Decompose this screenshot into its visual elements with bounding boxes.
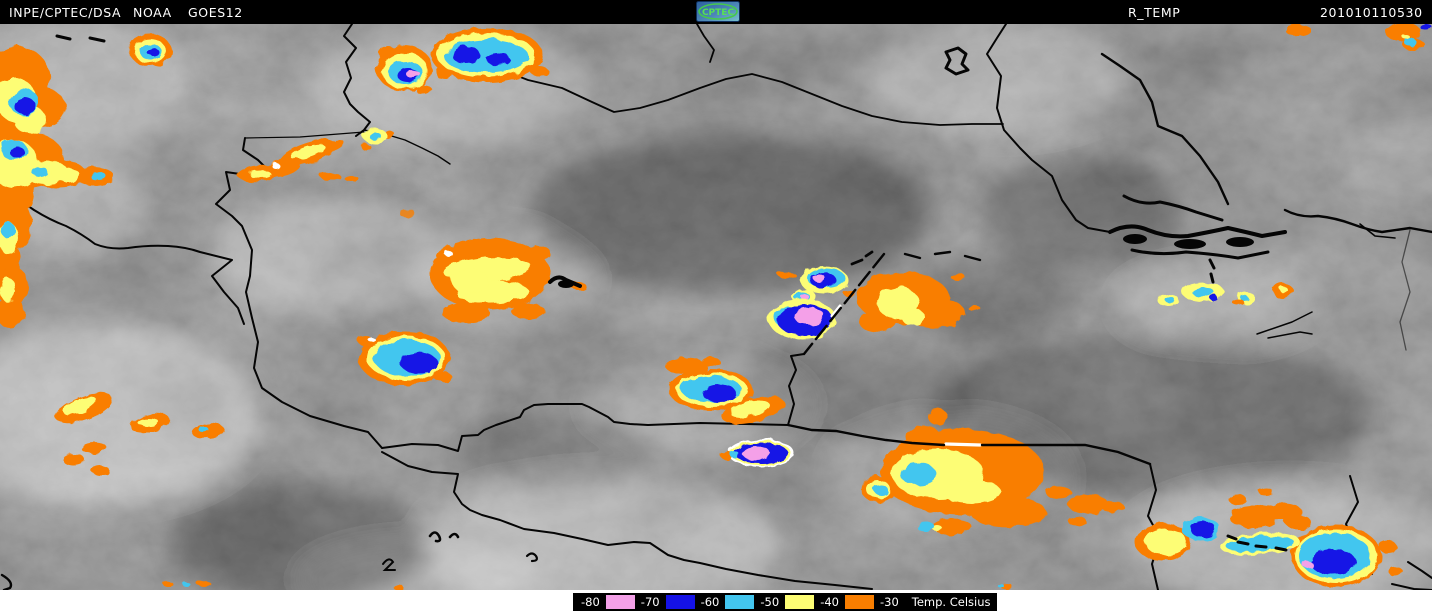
border-lines-overlay bbox=[382, 250, 1288, 571]
legend-color-swatch bbox=[665, 595, 695, 609]
satellite-image bbox=[0, 24, 1432, 590]
storm-cluster-center bbox=[768, 266, 848, 339]
satellite-name-label: GOES12 bbox=[188, 5, 243, 20]
temperature-legend: -80 -70 -60 -50 -40 -30 Temp. Celsius bbox=[573, 593, 997, 611]
storm-streaks-west-center bbox=[238, 128, 416, 218]
storm-cluster-bottom-right bbox=[1135, 488, 1403, 587]
legend-tick-label: -40 bbox=[820, 595, 839, 609]
cloud-masses bbox=[0, 24, 1432, 590]
legend-tick-label: -60 bbox=[700, 595, 720, 609]
timestamp-label: 201010110530 bbox=[1320, 5, 1423, 20]
storm-cluster-east-small bbox=[1157, 282, 1293, 306]
legend-color-swatch bbox=[605, 595, 635, 609]
storm-cluster-north-small bbox=[129, 34, 171, 66]
storm-cluster-west-column bbox=[0, 46, 114, 328]
storm-cluster-west-lower bbox=[55, 392, 224, 475]
cptec-logo-text: CPTEC bbox=[702, 8, 734, 18]
satellite-operator-label: NOAA bbox=[133, 5, 172, 20]
storm-cluster-pink-core-south bbox=[720, 439, 794, 467]
legend-tick-label: -80 bbox=[581, 595, 600, 609]
storm-cluster-center-left bbox=[665, 356, 785, 424]
product-label: R_TEMP bbox=[1128, 5, 1181, 20]
storm-cluster-center-orange bbox=[843, 272, 980, 332]
storm-cluster-north-center-left bbox=[376, 45, 432, 95]
storm-specks bbox=[163, 24, 1432, 590]
legend-title: Temp. Celsius bbox=[911, 595, 991, 609]
storm-cluster-north-center bbox=[431, 28, 548, 82]
legend-bar: -80 -70 -60 -50 -40 -30 Temp. Celsius bbox=[0, 590, 1432, 613]
storm-cluster-mid-left bbox=[358, 331, 452, 385]
agency-label: INPE/CPTEC/DSA bbox=[9, 5, 122, 20]
legend-tick-label: -30 bbox=[879, 595, 899, 609]
cptec-logo: CPTEC bbox=[696, 1, 740, 22]
header-bar: INPE/CPTEC/DSA NOAA GOES12 CPTEC R_TEMP … bbox=[0, 0, 1432, 24]
legend-color-swatch bbox=[844, 595, 874, 609]
legend-color-swatch bbox=[725, 595, 755, 609]
storm-cluster-yellow-patch bbox=[430, 238, 586, 323]
legend-tick-label: -70 bbox=[640, 595, 660, 609]
legend-tick-label: -50 bbox=[760, 595, 780, 609]
legend-color-swatch bbox=[785, 595, 815, 609]
